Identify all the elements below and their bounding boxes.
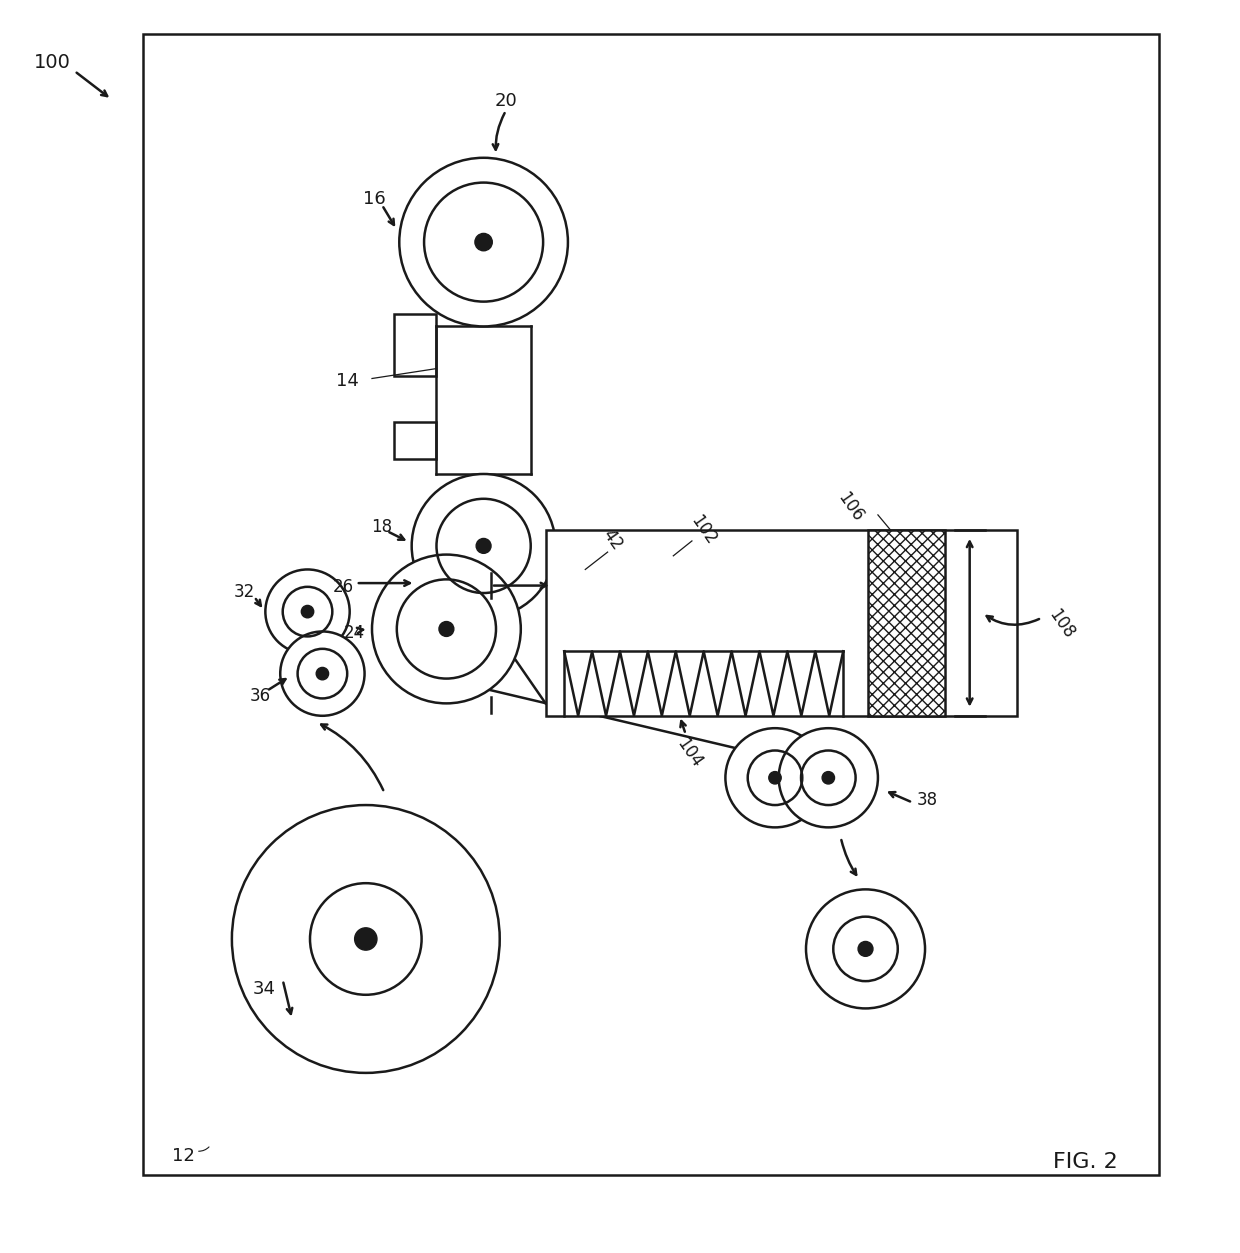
Bar (546, 530, 1017, 715)
Text: 34: 34 (253, 980, 275, 997)
Text: 100: 100 (33, 53, 71, 71)
Circle shape (316, 668, 329, 680)
Text: 32: 32 (233, 583, 255, 600)
Text: 20: 20 (495, 91, 517, 110)
Circle shape (476, 539, 491, 554)
Circle shape (280, 632, 365, 715)
Circle shape (858, 941, 873, 956)
Text: 42: 42 (599, 526, 626, 554)
Text: FIG. 2: FIG. 2 (1053, 1153, 1117, 1172)
Text: 102: 102 (687, 511, 719, 548)
Circle shape (265, 569, 350, 654)
Circle shape (475, 233, 492, 251)
Bar (868, 530, 945, 715)
Circle shape (822, 772, 835, 784)
Bar (143, 34, 1159, 1174)
Text: 36: 36 (249, 687, 272, 705)
Text: 108: 108 (1045, 606, 1078, 642)
Text: 38: 38 (916, 791, 939, 809)
Bar (394, 315, 436, 376)
Circle shape (412, 474, 556, 618)
Circle shape (355, 927, 377, 950)
Circle shape (769, 772, 781, 784)
Circle shape (806, 890, 925, 1009)
Text: 18: 18 (371, 519, 393, 536)
Circle shape (779, 728, 878, 827)
Circle shape (725, 728, 825, 827)
Text: 106: 106 (835, 490, 867, 525)
Text: 104: 104 (673, 734, 706, 771)
Text: 16: 16 (363, 189, 386, 208)
Circle shape (399, 158, 568, 327)
Text: 26: 26 (332, 578, 355, 596)
Circle shape (232, 806, 500, 1073)
Text: 14: 14 (336, 372, 358, 390)
Circle shape (301, 605, 314, 618)
Circle shape (372, 555, 521, 703)
Text: 24: 24 (343, 624, 366, 642)
Circle shape (439, 621, 454, 637)
Text: 12: 12 (172, 1146, 195, 1165)
Bar (394, 422, 436, 459)
